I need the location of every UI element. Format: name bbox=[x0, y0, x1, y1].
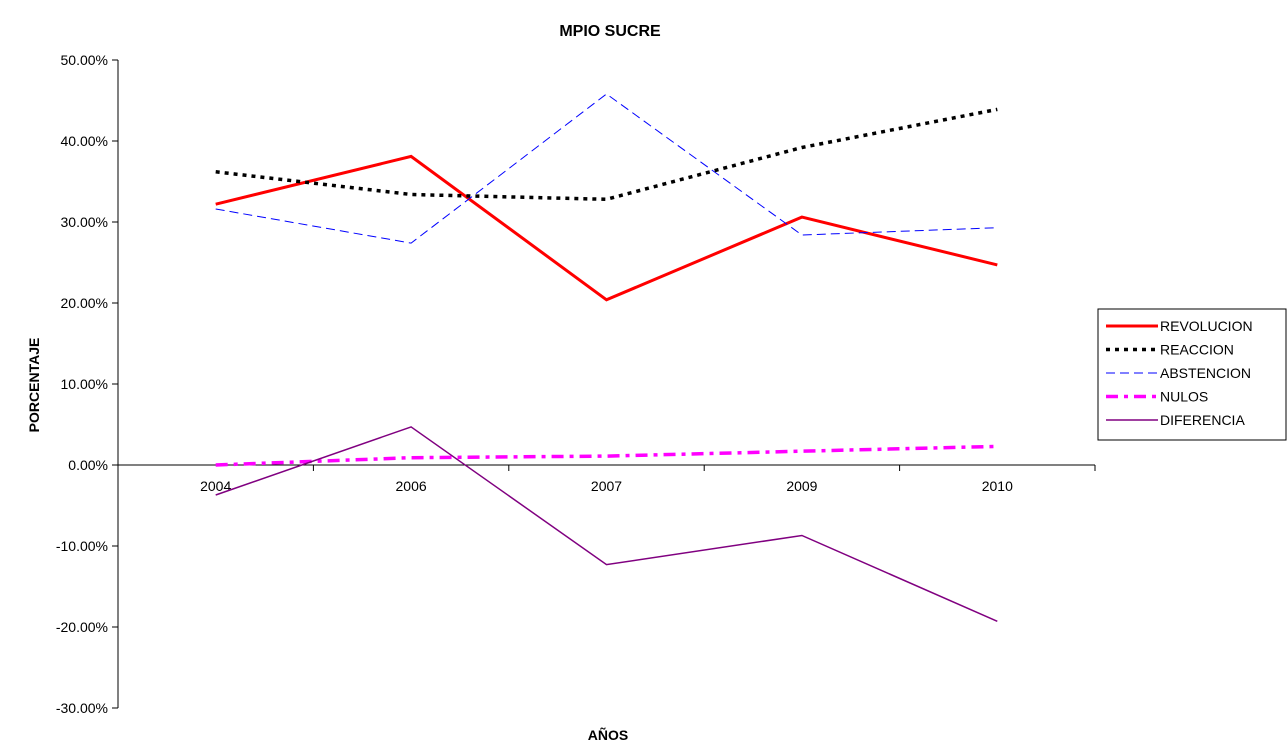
legend-label-nulos: NULOS bbox=[1160, 389, 1208, 405]
series-line-diferencia bbox=[215, 426, 998, 622]
y-tick-label: 20.00% bbox=[61, 295, 108, 311]
x-tick-label: 2004 bbox=[200, 478, 231, 494]
series-lines bbox=[215, 93, 998, 622]
legend-label-abstencion: ABSTENCION bbox=[1160, 365, 1251, 381]
y-tick-label: -30.00% bbox=[56, 700, 108, 716]
x-tick-label: 2006 bbox=[396, 478, 427, 494]
y-tick-label: -20.00% bbox=[56, 619, 108, 635]
y-axis: -30.00% -20.00% -10.00% 0.00% 10.00% 20.00% 30… bbox=[56, 52, 119, 716]
y-tick-label: 50.00% bbox=[61, 52, 108, 68]
series-line-revolucion bbox=[215, 154, 998, 302]
x-axis: 2004 2006 2007 2009 2010 bbox=[117, 464, 1096, 494]
legend-box bbox=[1097, 308, 1287, 441]
x-tick-label: 2010 bbox=[982, 478, 1013, 494]
legend: REVOLUCION REACCION ABSTENCION NULOS DIFEREN… bbox=[1097, 308, 1287, 441]
y-tick-label: 10.00% bbox=[61, 376, 108, 392]
y-tick-label: 0.00% bbox=[68, 457, 108, 473]
legend-label-reaccion: REACCION bbox=[1160, 342, 1234, 358]
x-tick-label: 2009 bbox=[786, 478, 817, 494]
y-axis-title: PORCENTAJE bbox=[26, 338, 42, 433]
y-tick-label: 30.00% bbox=[61, 214, 108, 230]
series-line-reaccion bbox=[215, 107, 998, 202]
legend-label-diferencia: DIFERENCIA bbox=[1160, 412, 1245, 428]
series-line-nulos bbox=[215, 444, 998, 467]
x-axis-title: AÑOS bbox=[588, 726, 628, 743]
legend-label-revolucion: REVOLUCION bbox=[1160, 318, 1253, 334]
y-tick-label: -10.00% bbox=[56, 538, 108, 554]
series-line-abstencion bbox=[215, 93, 998, 244]
x-tick-label: 2007 bbox=[591, 478, 622, 494]
y-tick-label: 40.00% bbox=[61, 133, 108, 149]
chart-title: MPIO SUCRE bbox=[559, 23, 661, 40]
